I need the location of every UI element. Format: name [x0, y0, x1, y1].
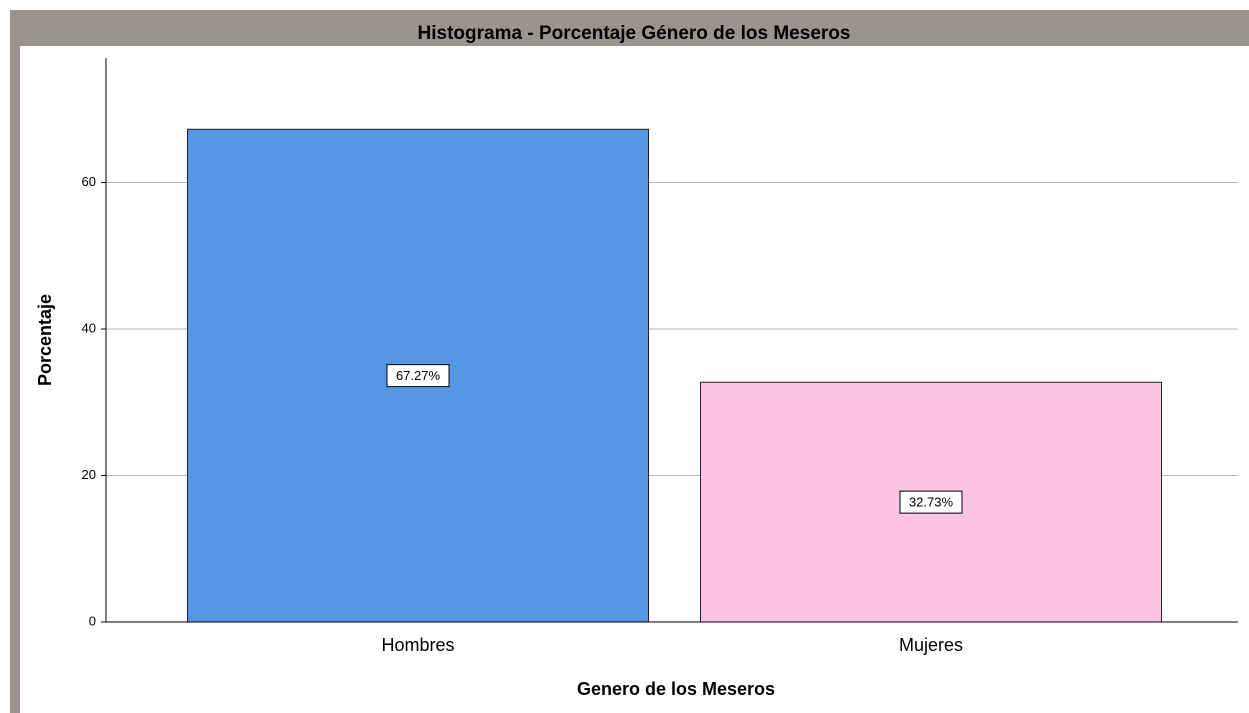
y-tick-label: 40	[82, 320, 96, 335]
y-axis-label: Porcentaje	[35, 294, 55, 386]
value-label-box	[899, 490, 963, 514]
y-tick-label: 60	[82, 174, 96, 189]
y-tick-label: 0	[89, 613, 96, 628]
value-label: 32.73%	[909, 495, 954, 510]
x-tick-label: Hombres	[381, 635, 454, 655]
y-tick-label: 20	[82, 467, 96, 482]
x-axis-label: Genero de los Meseros	[577, 679, 775, 699]
value-label-box	[386, 364, 450, 388]
chart-title: Histograma - Porcentaje Género de los Me…	[418, 23, 851, 44]
x-tick-label: Mujeres	[899, 635, 963, 655]
value-label: 67.27%	[396, 368, 441, 383]
